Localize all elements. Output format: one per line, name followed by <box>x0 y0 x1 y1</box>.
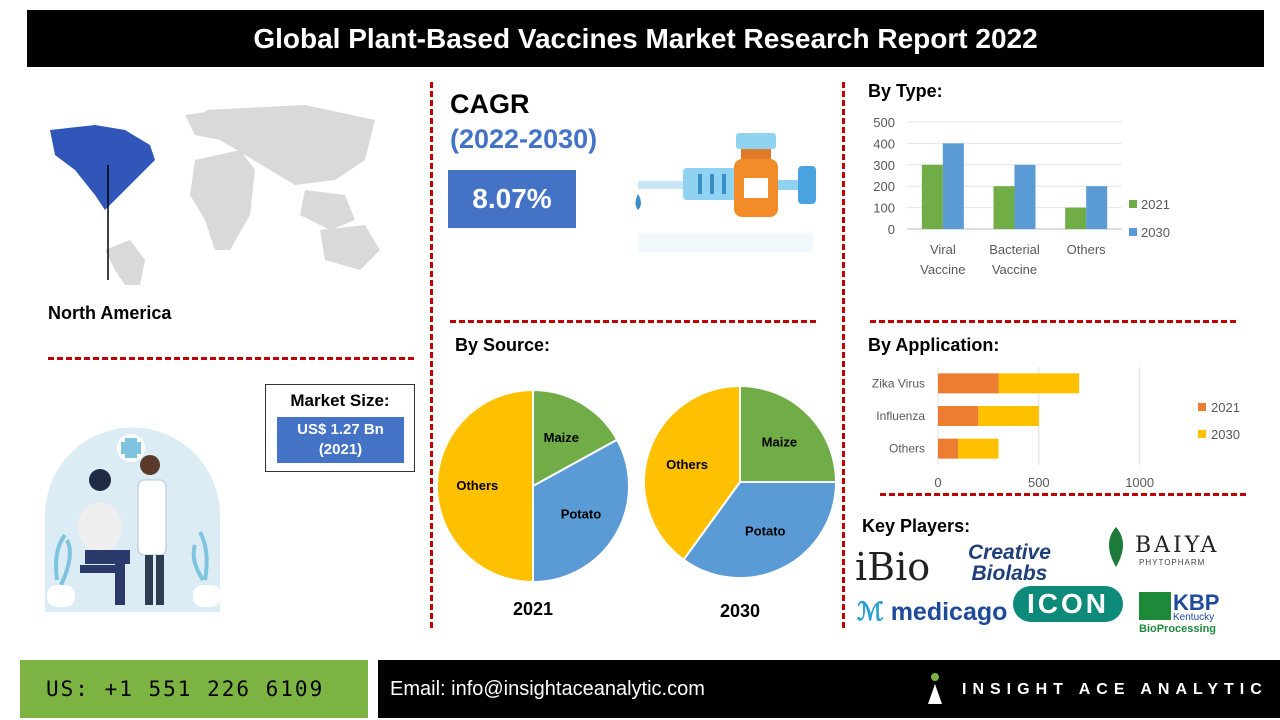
bar-2030 <box>1014 164 1036 229</box>
world-map <box>50 105 380 285</box>
y-tick-label: 300 <box>873 158 895 173</box>
page-title: Global Plant-Based Vaccines Market Resea… <box>27 10 1264 67</box>
bar-2021 <box>921 164 943 229</box>
africa-shape <box>190 150 255 250</box>
pie-2030: Maize Potato Others 2030 <box>643 384 838 621</box>
pie-slice-others <box>436 388 534 584</box>
pie-year-label: 2030 <box>720 601 760 621</box>
bar-segment-2021 <box>938 373 999 394</box>
eurasia-shape <box>205 105 375 185</box>
bar-2021 <box>993 186 1015 229</box>
legend-label: 2030 <box>1211 427 1240 442</box>
bar-2021 <box>1065 207 1087 229</box>
legend-label: 2030 <box>1141 225 1170 240</box>
y-category-label: Influenza <box>876 409 925 423</box>
x-tick-label: 0 <box>934 475 941 490</box>
divider-type <box>870 320 1236 323</box>
market-size-amount: US$ 1.27 Bn <box>297 421 384 438</box>
divider-application <box>880 493 1246 496</box>
divider-map <box>48 357 414 360</box>
bar-segment-2030 <box>998 373 1080 394</box>
y-category-label: Others <box>889 442 925 456</box>
pie-label-maize: Maize <box>762 435 797 450</box>
southeast-asia-shape <box>300 190 355 230</box>
pie-label-others: Others <box>456 478 498 493</box>
by-source-charts: Maize Potato Others 2021 Maize Potato Others 2… <box>436 384 838 621</box>
y-category-label: Zika Virus <box>872 376 925 390</box>
pie-label-potato: Potato <box>745 524 786 539</box>
medicago-logo: ℳ medicago <box>857 598 1008 626</box>
region-label: North America <box>48 303 172 323</box>
pie-year-label: 2021 <box>513 599 553 619</box>
legend-swatch <box>1129 200 1137 208</box>
kbp-logo: KBP Kentucky BioProcessing <box>1139 590 1220 635</box>
australia-shape <box>320 225 380 270</box>
pie-slice-maize <box>739 384 838 483</box>
x-category-label: Viral <box>930 242 956 257</box>
by-type-title: By Type: <box>868 81 943 101</box>
ibio-logo: iBio <box>855 545 931 589</box>
legend-swatch <box>1129 228 1137 236</box>
vaccine-illustration <box>635 133 816 253</box>
bar-2030 <box>942 143 964 229</box>
email-address: Email: info@insightaceanalytic.com <box>390 678 705 700</box>
brand-name: INSIGHT ACE ANALYTIC <box>962 681 1268 698</box>
x-tick-label: 1000 <box>1125 475 1154 490</box>
bar-segment-2030 <box>978 406 1039 426</box>
pie-label-potato: Potato <box>561 506 602 521</box>
footer-bar: Email: info@insightaceanalytic.com INSIG… <box>378 660 1280 718</box>
south-america-shape <box>105 240 145 285</box>
market-size-title: Market Size: <box>290 391 390 410</box>
legend-swatch <box>1198 403 1206 411</box>
pie-slice-potato <box>682 481 838 579</box>
y-tick-label: 200 <box>873 179 895 194</box>
y-tick-label: 400 <box>873 136 895 151</box>
x-tick-label: 500 <box>1028 475 1050 490</box>
by-source-title: By Source: <box>455 335 551 355</box>
x-category-label: Vaccine <box>920 262 965 277</box>
market-size-year: (2021) <box>318 441 363 458</box>
divider-cagr <box>450 320 816 323</box>
bar-segment-2021 <box>938 438 959 459</box>
cagr-years: (2022-2030) <box>450 124 598 154</box>
x-category-label: Bacterial <box>989 242 1040 257</box>
pie-slice-potato <box>532 438 630 584</box>
leaf-icon <box>1109 527 1123 567</box>
legend-label: 2021 <box>1141 197 1170 212</box>
icon-logo: ICON <box>1013 586 1123 622</box>
legend-swatch <box>1198 430 1206 438</box>
medicago-icon: ℳ <box>857 598 884 626</box>
cagr-value: 8.07% <box>448 170 576 228</box>
pie-2021: Maize Potato Others 2021 <box>436 388 630 619</box>
market-size-box: Market Size: US$ 1.27 Bn (2021) <box>265 384 415 472</box>
y-tick-label: 500 <box>873 115 895 130</box>
bar-segment-2030 <box>958 438 999 459</box>
y-tick-label: 0 <box>888 222 895 237</box>
key-players-title: Key Players: <box>862 516 971 536</box>
pie-slice-others <box>643 384 741 562</box>
market-size-value: US$ 1.27 Bn (2021) <box>277 417 404 463</box>
legend-label: 2021 <box>1211 400 1240 415</box>
creative-biolabs-logo: Creative Biolabs <box>968 541 1051 585</box>
by-application-title: By Application: <box>868 335 1000 355</box>
x-category-label: Others <box>1067 242 1107 257</box>
phone-number: US: +1 551 226 6109 <box>20 660 368 718</box>
vaccination-illustration <box>45 427 221 612</box>
pie-label-maize: Maize <box>544 430 579 445</box>
leaf-icon <box>1139 592 1171 620</box>
divider-left <box>430 82 433 628</box>
pie-slice-maize <box>532 388 619 488</box>
cagr-title: CAGR <box>450 89 530 119</box>
pie-label-others: Others <box>666 457 708 472</box>
insight-ace-logo-icon <box>928 673 942 704</box>
divider-right <box>842 82 845 628</box>
bar-segment-2021 <box>938 406 979 426</box>
by-application-chart: 0 500 1000 Zika Virus Influenza Others 2021 203… <box>872 367 1240 490</box>
x-category-label: Vaccine <box>992 262 1037 277</box>
baiya-logo: BAIYA PHYTOPHARM <box>1102 525 1227 573</box>
bar-2030 <box>1086 186 1108 229</box>
by-type-chart: 0 100 200 300 400 500 Viral Vaccine Bacterial Vac… <box>873 115 1170 277</box>
y-tick-label: 100 <box>873 201 895 216</box>
north-america-shape <box>50 125 155 210</box>
